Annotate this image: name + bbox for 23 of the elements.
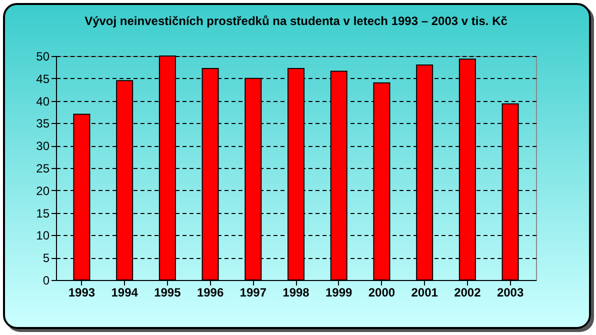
x-tick-label: 2002 xyxy=(454,286,482,300)
y-tick-label: 35 xyxy=(36,116,50,131)
x-tick-label: 1995 xyxy=(154,286,182,300)
x-tick-label: 1994 xyxy=(111,286,138,300)
chart-title: Vývoj neinvestičních prostředků na studenta v letech 1993 – 2003 v tis. Kč xyxy=(84,14,508,28)
y-tick-label: 0 xyxy=(42,274,50,288)
y-tick-label: 40 xyxy=(36,94,50,108)
x-tick-label: 1999 xyxy=(326,286,353,300)
y-tick-label: 30 xyxy=(36,139,50,154)
y-tick-label: 50 xyxy=(36,50,50,64)
y-tick-label: 5 xyxy=(42,251,50,266)
y-tick-label: 15 xyxy=(36,206,50,220)
x-tick-label: 2003 xyxy=(496,286,524,300)
y-tick-label: 10 xyxy=(36,228,50,243)
y-tick-label: 45 xyxy=(36,72,50,86)
x-tick-label: 1997 xyxy=(240,286,267,300)
y-tick-label: 25 xyxy=(36,162,50,176)
x-tick-label: 1996 xyxy=(196,286,224,300)
x-tick-label: 2001 xyxy=(411,286,438,300)
x-tick-label: 1998 xyxy=(282,286,310,300)
y-tick-label: 20 xyxy=(36,184,50,198)
x-tick-label: 2000 xyxy=(368,286,396,300)
x-tick-label: 1993 xyxy=(68,286,96,300)
